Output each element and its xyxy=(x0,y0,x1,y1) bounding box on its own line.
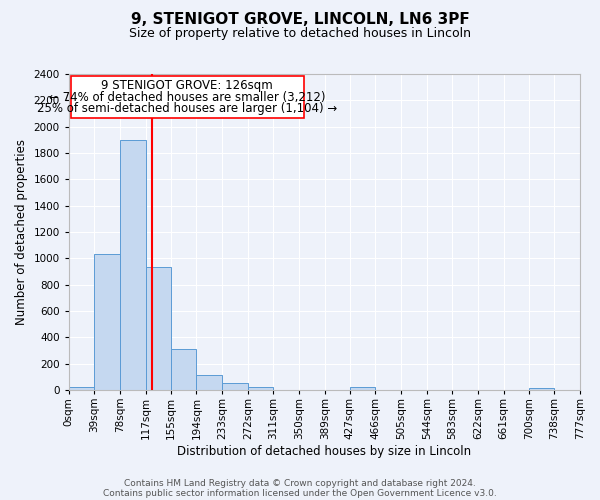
X-axis label: Distribution of detached houses by size in Lincoln: Distribution of detached houses by size … xyxy=(178,444,472,458)
Text: 25% of semi-detached houses are larger (1,104) →: 25% of semi-detached houses are larger (… xyxy=(37,102,337,116)
FancyBboxPatch shape xyxy=(71,76,304,118)
Bar xyxy=(94,254,120,390)
Bar xyxy=(350,386,376,390)
Bar xyxy=(171,349,196,390)
Text: Size of property relative to detached houses in Lincoln: Size of property relative to detached ho… xyxy=(129,28,471,40)
Bar xyxy=(196,376,222,390)
Bar xyxy=(248,387,274,390)
Bar xyxy=(120,140,146,390)
Text: Contains public sector information licensed under the Open Government Licence v3: Contains public sector information licen… xyxy=(103,490,497,498)
Bar xyxy=(529,388,554,390)
Text: 9, STENIGOT GROVE, LINCOLN, LN6 3PF: 9, STENIGOT GROVE, LINCOLN, LN6 3PF xyxy=(131,12,469,28)
Bar xyxy=(69,387,94,390)
Bar xyxy=(222,384,248,390)
Text: Contains HM Land Registry data © Crown copyright and database right 2024.: Contains HM Land Registry data © Crown c… xyxy=(124,480,476,488)
Bar xyxy=(146,268,171,390)
Text: ← 74% of detached houses are smaller (3,212): ← 74% of detached houses are smaller (3,… xyxy=(49,90,326,104)
Text: 9 STENIGOT GROVE: 126sqm: 9 STENIGOT GROVE: 126sqm xyxy=(101,78,273,92)
Y-axis label: Number of detached properties: Number of detached properties xyxy=(15,139,28,325)
